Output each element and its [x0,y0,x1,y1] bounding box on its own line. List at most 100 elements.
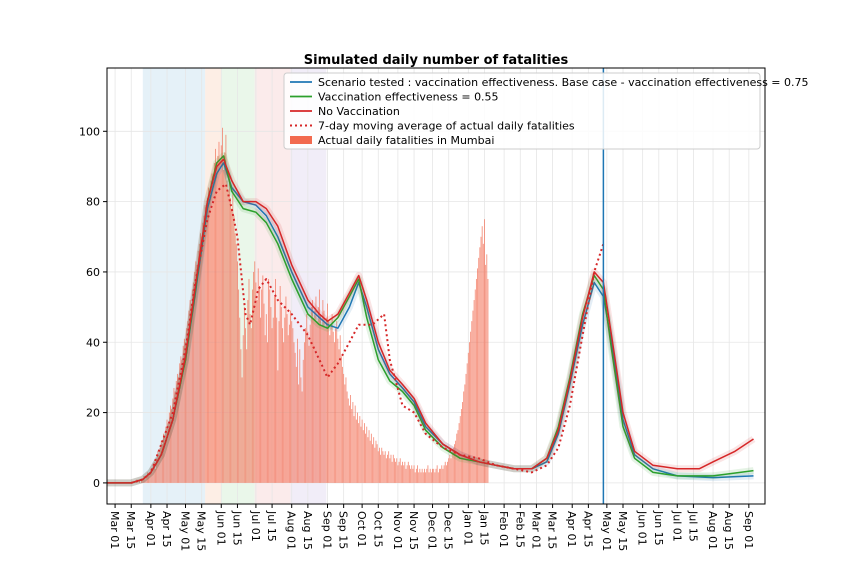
bar-250 [421,468,423,483]
bar-185 [346,391,348,483]
bar-220 [387,454,388,483]
bar-148 [303,342,305,483]
bar-58 [200,233,201,483]
bar-series-actual-fatalities [136,127,489,483]
bar-258 [430,472,432,483]
bar-18 [153,461,155,483]
bar-129 [282,328,283,483]
x-tick-label-4: May 01 [178,511,191,551]
bar-114 [264,335,266,483]
bar-21 [157,451,159,483]
bar-293 [471,321,473,483]
bar-265 [439,468,440,483]
bar-65 [208,187,210,483]
y-tick-label-0: 0 [93,477,100,490]
bar-158 [315,296,317,483]
bar-181 [342,366,343,483]
y-tick-label-5: 100 [79,125,100,138]
y-tick-label-3: 60 [86,266,100,279]
bar-192 [354,405,356,483]
bar-188 [350,395,352,483]
bar-286 [463,391,465,483]
x-tick-label-8: Jul 01 [249,510,262,542]
bar-11 [145,475,147,483]
bar-261 [434,472,436,483]
legend-frame [283,72,761,150]
bar-69 [212,177,214,483]
bar-150 [306,314,308,483]
bar-134 [287,335,289,483]
x-tick-label-1: Mar 15 [124,511,137,549]
bar-57 [198,243,200,483]
x-tick-label-7: Jun 15 [230,510,243,546]
bar-174 [333,342,335,483]
x-tick-label-23: Feb 15 [513,511,526,548]
bar-295 [473,300,475,483]
bar-205 [369,440,371,483]
bar-73 [217,155,219,483]
bar-236 [405,468,407,483]
bar-280 [456,433,458,483]
bar-37 [175,380,177,483]
bar-8 [142,479,144,483]
x-axis-ticks: Mar 01 Mar 15 Apr 01 Apr 15 May 01 May 15 Jun … [108,504,755,551]
bar-167 [325,317,327,483]
y-tick-label-2: 40 [86,336,100,349]
bar-119 [270,307,272,483]
bar-270 [444,461,446,483]
bar-184 [345,377,347,483]
bar-300 [479,247,481,483]
bar-22 [158,454,160,483]
bar-179 [339,335,341,483]
bar-121 [272,317,274,483]
x-tick-label-18: Dec 01 [426,511,439,550]
bar-43 [182,345,184,483]
bar-70 [213,162,215,483]
bar-302 [481,226,483,483]
bar-67 [210,180,212,483]
x-tick-label-29: May 15 [616,511,629,551]
x-tick-label-32: Jul 01 [670,510,683,542]
bar-180 [340,356,342,483]
x-tick-label-15: Oct 15 [371,511,384,548]
bar-143 [298,384,300,483]
x-tick-label-36: Sep 01 [742,511,755,549]
bar-132 [285,296,287,483]
bar-223 [390,454,392,483]
bar-53 [194,271,196,483]
bar-27 [164,437,166,483]
bar-271 [445,465,447,483]
bar-108 [257,268,259,483]
bar-15 [150,468,152,483]
bar-39 [178,377,180,483]
bar-84 [230,198,231,483]
bar-7 [141,479,143,483]
bar-206 [370,433,372,483]
bar-75 [219,159,221,483]
x-tick-label-0: Mar 01 [108,511,121,549]
bar-256 [428,472,430,483]
bar-249 [420,472,422,483]
x-tick-label-35: Aug 15 [722,511,735,550]
chart-title: Simulated daily number of fatalities [304,53,569,68]
bar-259 [432,468,433,483]
bar-99 [247,300,249,483]
bar-288 [465,373,467,483]
bar-178 [338,349,340,483]
bar-171 [330,324,332,483]
bar-283 [459,416,461,483]
bar-147 [302,359,304,483]
bar-257 [429,468,431,483]
bar-55 [196,264,198,483]
bar-252 [424,468,425,483]
bar-229 [397,465,399,483]
x-tick-label-25: Mar 15 [546,511,559,549]
bar-117 [268,278,270,483]
bar-86 [232,187,234,483]
x-tick-label-5: May 15 [195,511,208,551]
bar-266 [440,468,442,483]
bar-115 [265,314,267,483]
bar-100 [248,278,250,483]
bar-54 [195,261,197,483]
bar-254 [426,468,428,483]
